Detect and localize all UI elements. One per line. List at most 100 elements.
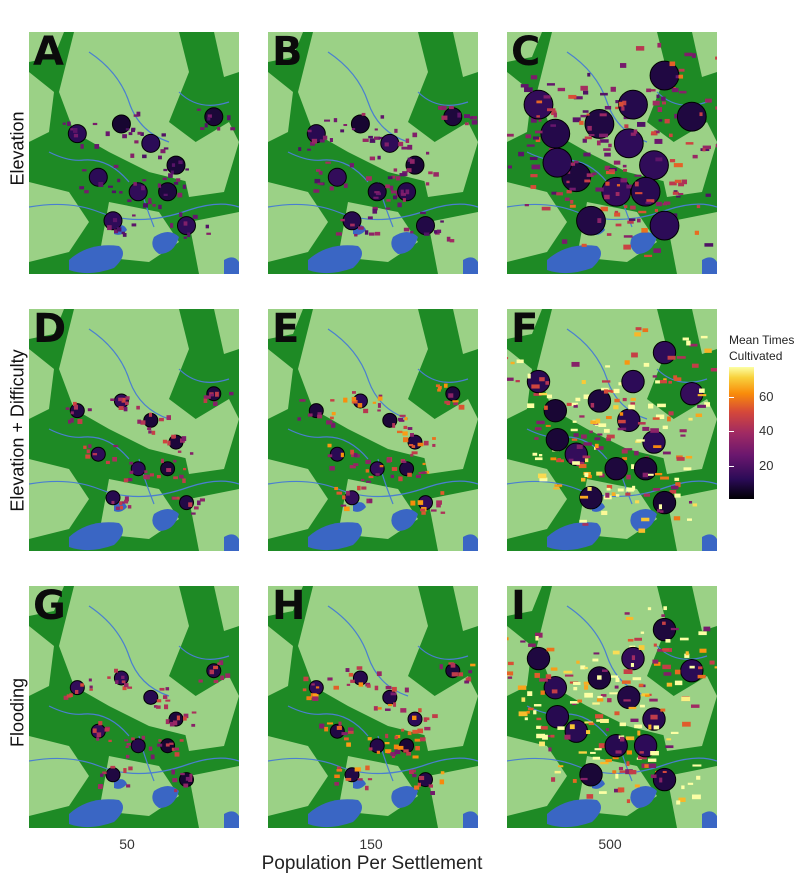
cultivated-cell	[630, 132, 636, 136]
cultivated-cell	[588, 722, 595, 726]
panel-letter: H	[272, 586, 306, 629]
cultivated-cell	[377, 403, 381, 408]
cultivated-cell	[410, 453, 414, 457]
cultivated-cell	[458, 672, 464, 677]
cultivated-cell	[625, 736, 635, 741]
cultivated-cell	[530, 185, 537, 189]
cultivated-cell	[423, 717, 428, 722]
cultivated-cell	[334, 774, 340, 779]
cultivated-cell	[397, 417, 404, 421]
cultivated-cell	[130, 153, 135, 158]
cultivated-cell	[312, 694, 319, 698]
cultivated-cell	[690, 704, 700, 708]
open-land	[428, 212, 478, 274]
cultivated-cell	[530, 75, 538, 80]
cultivated-cell	[171, 434, 176, 439]
cultivated-cell	[428, 171, 433, 175]
settlement-blob	[542, 147, 573, 178]
cultivated-cell	[600, 92, 608, 96]
cultivated-cell	[596, 698, 604, 702]
cultivated-cell	[319, 723, 325, 729]
cultivated-cell	[70, 411, 74, 415]
cultivated-cell	[210, 393, 215, 397]
cultivated-cell	[617, 427, 627, 431]
cultivated-cell	[104, 728, 110, 732]
cultivated-cell	[162, 695, 168, 699]
map-panel-i: I	[507, 586, 717, 828]
open-land	[268, 736, 328, 816]
cultivated-cell	[705, 193, 711, 197]
cultivated-cell	[633, 129, 638, 134]
cultivated-cell	[678, 182, 685, 187]
settlement-blob	[67, 124, 87, 144]
map-svg-c	[507, 32, 717, 274]
cultivated-cell	[379, 464, 384, 468]
map-panel-a: A	[29, 32, 239, 274]
lake	[152, 786, 179, 808]
cultivated-cell	[392, 423, 396, 428]
cultivated-cell	[156, 474, 161, 479]
cultivated-cell	[534, 427, 542, 431]
cultivated-cell	[189, 773, 193, 779]
river	[48, 428, 130, 460]
cultivated-cell	[209, 669, 215, 675]
cultivated-cell	[642, 472, 648, 478]
cultivated-cell	[521, 697, 526, 702]
cultivated-cell	[160, 458, 164, 464]
river	[178, 645, 230, 660]
open-land	[179, 122, 239, 197]
map-svg-b	[268, 32, 478, 274]
cultivated-cell	[636, 439, 645, 442]
cultivated-cell	[652, 417, 660, 420]
cultivated-cell	[425, 182, 430, 186]
cultivated-cell	[673, 516, 681, 521]
cultivated-cell	[653, 725, 660, 730]
cultivated-cell	[704, 402, 711, 407]
cultivated-cell	[193, 506, 199, 510]
cultivated-cell	[173, 747, 180, 751]
cultivated-cell	[669, 159, 676, 163]
cultivated-cell	[615, 677, 620, 683]
panel-letter: B	[272, 32, 303, 75]
cultivated-cell	[619, 63, 627, 68]
cultivated-cell	[542, 734, 548, 740]
cultivated-cell	[70, 128, 76, 131]
cultivated-cell	[695, 413, 703, 418]
cultivated-cell	[534, 457, 543, 461]
river	[417, 645, 469, 660]
cultivated-cell	[709, 660, 715, 665]
cultivated-cell	[125, 128, 130, 131]
cultivated-cell	[105, 131, 110, 137]
cultivated-cell	[432, 437, 436, 440]
cultivated-cell	[572, 779, 577, 783]
cultivated-cell	[213, 679, 219, 684]
cultivated-cell	[536, 733, 545, 739]
cultivated-cell	[626, 750, 632, 755]
cultivated-cell	[414, 738, 421, 742]
cultivated-cell	[157, 743, 163, 747]
cultivated-cell	[148, 412, 153, 417]
cultivated-cell	[657, 509, 661, 513]
cultivated-cell	[425, 151, 430, 155]
map-panel-b: B	[268, 32, 478, 274]
cultivated-cell	[345, 777, 352, 781]
cultivated-cell	[172, 778, 178, 783]
open-land	[179, 399, 239, 474]
open-land	[29, 459, 89, 539]
lake	[702, 811, 717, 828]
cultivated-cell	[668, 411, 674, 416]
cultivated-cell	[344, 506, 350, 512]
cultivated-cell	[330, 416, 334, 420]
cultivated-cell	[615, 750, 622, 754]
cultivated-cell	[624, 124, 629, 129]
cultivated-cell	[561, 239, 568, 244]
cultivated-cell	[631, 464, 635, 470]
cultivated-cell	[170, 170, 174, 175]
cultivated-cell	[662, 451, 671, 455]
cultivated-cell	[611, 492, 616, 496]
cultivated-cell	[586, 173, 594, 177]
cultivated-cell	[432, 714, 438, 719]
panel-letter: I	[511, 586, 526, 629]
cultivated-cell	[573, 686, 578, 691]
cultivated-cell	[664, 118, 670, 124]
